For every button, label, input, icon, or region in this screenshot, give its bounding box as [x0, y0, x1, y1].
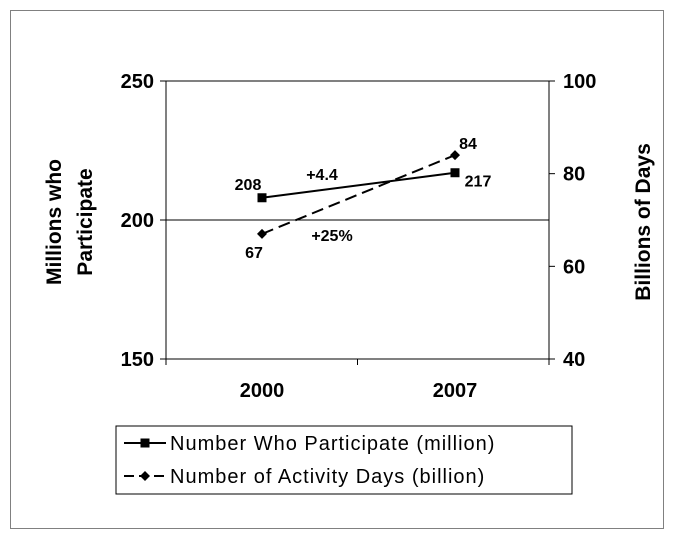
series-participants-data-label: 208	[235, 177, 262, 194]
chart-frame	[10, 10, 664, 529]
y-right-tick-label: 100	[563, 71, 596, 93]
y-left-title-line2: Participate	[74, 168, 97, 275]
y-left-tick-label: 150	[121, 349, 154, 371]
legend-swatch-marker	[140, 438, 150, 448]
y-left-title-line1: Millions who	[43, 159, 66, 285]
legend-swatch-marker	[140, 471, 150, 481]
y-right-tick-label: 80	[563, 164, 585, 186]
legend-label: Number of Activity Days (billion)	[170, 466, 485, 488]
series-participants-line	[261, 171, 456, 199]
legend: Number Who Participate (million) Number o…	[115, 425, 573, 495]
x-tick-label: 2000	[240, 380, 285, 402]
y-left-tick-label: 250	[121, 71, 154, 93]
series-participants-point	[257, 193, 267, 203]
y-right-tick-label: 60	[563, 256, 585, 278]
series-activity-days-point	[450, 150, 460, 161]
series-participants-point	[450, 168, 460, 178]
x-tick-label: 2007	[433, 380, 478, 402]
legend-label: Number Who Participate (million)	[170, 433, 495, 455]
y-left-tick-label: 200	[121, 210, 154, 232]
annotation-plus-4-4: +4.4	[306, 167, 338, 184]
series-participants-data-label: 217	[465, 174, 492, 191]
annotation-plus-25-pct: +25%	[311, 228, 352, 245]
y-right-tick-label: 40	[563, 349, 585, 371]
legend-box	[115, 425, 573, 495]
series-activity-days-line	[261, 154, 456, 235]
y-right-title: Billions of Days	[632, 143, 655, 301]
series-activity-days-data-label: 84	[459, 136, 477, 153]
series-activity-days-point	[257, 228, 267, 239]
series-activity-days-data-label: 67	[245, 245, 263, 262]
